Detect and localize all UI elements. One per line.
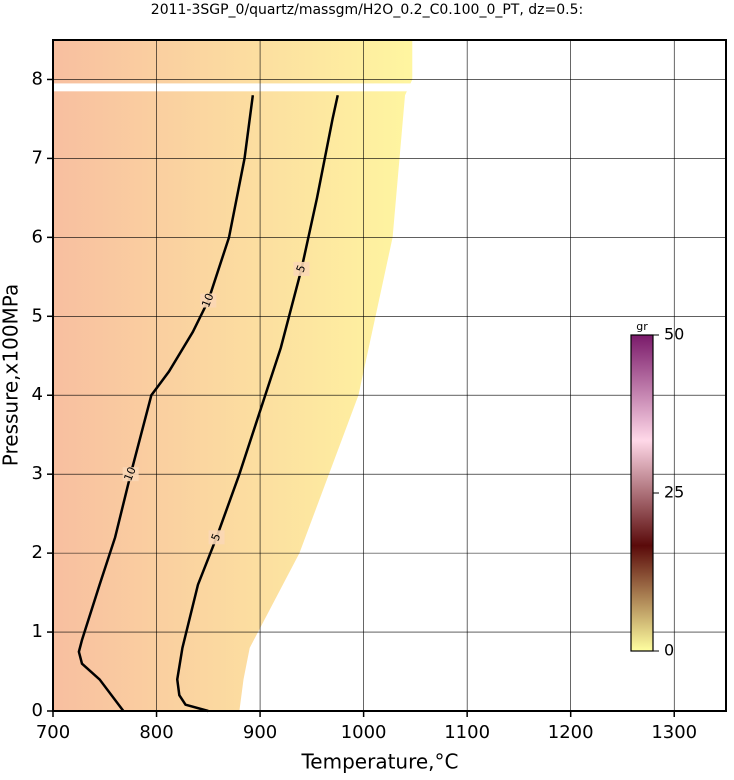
plot-frame (52, 39, 727, 712)
contour-label: 10 (122, 465, 139, 483)
y-tick-label: 0 (32, 700, 43, 721)
chart-title: 2011-3SGP_0/quartz/massgm/H2O_0.2_C0.100… (151, 2, 583, 18)
contour-label-bg (200, 293, 217, 308)
contour-label-bg (208, 530, 225, 545)
y-tick-label: 7 (32, 147, 43, 168)
y-tick-label: 4 (32, 384, 43, 405)
colorbar-label: gr (636, 320, 648, 333)
y-tick-label: 8 (32, 68, 43, 89)
x-tick-label: 800 (139, 722, 173, 743)
contour-label-bg (293, 261, 310, 276)
colorbar-tick-label: 50 (664, 325, 684, 344)
contour-label-bg (122, 467, 139, 482)
contour-line (77, 95, 255, 712)
colorbar (630, 334, 654, 652)
x-axis-label: Temperature,°C (300, 750, 458, 774)
colorbar-tick-label: 25 (664, 483, 684, 502)
contour-label: 10 (199, 291, 216, 309)
y-axis-label: Pressure,x100MPa (0, 284, 23, 466)
contour-label: 5 (294, 263, 309, 274)
x-tick-label: 1300 (651, 722, 697, 743)
contour-line (175, 94, 339, 713)
data-gap (53, 83, 413, 92)
x-tick-label: 900 (243, 722, 277, 743)
contour-label: 5 (209, 531, 224, 542)
plot-area: 10 10 5 5 (52, 40, 726, 713)
x-tick-label: 1100 (444, 722, 490, 743)
y-tick-label: 3 (32, 463, 43, 484)
y-tick-label: 6 (32, 226, 43, 247)
x-tick-label: 1200 (548, 722, 594, 743)
field-fill (53, 40, 413, 711)
x-tick-label: 700 (36, 722, 70, 743)
y-tick-label: 2 (32, 542, 43, 563)
y-tick-label: 1 (32, 621, 43, 642)
y-tick-label: 5 (32, 305, 43, 326)
colorbar-tick-label: 0 (664, 641, 674, 660)
x-tick-label: 1000 (341, 722, 387, 743)
